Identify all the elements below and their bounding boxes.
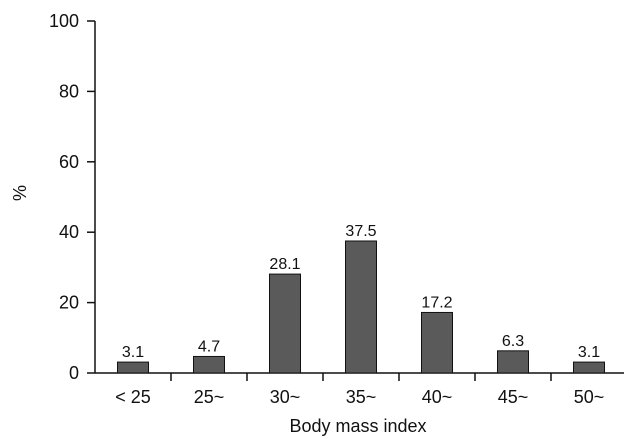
bar bbox=[421, 311, 453, 374]
x-axis-title: Body mass index bbox=[289, 416, 426, 436]
bar bbox=[269, 273, 301, 374]
x-tick-label: 45~ bbox=[498, 387, 529, 407]
x-tick-label: < 25 bbox=[115, 387, 151, 407]
y-axis: 0 20 40 60 80 100 bbox=[49, 11, 96, 383]
y-tick-label: 20 bbox=[59, 293, 79, 313]
bar-value-label: 4.7 bbox=[198, 338, 220, 355]
y-tick-label: 40 bbox=[59, 222, 79, 242]
y-tick-label: 100 bbox=[49, 11, 79, 31]
bar bbox=[497, 350, 529, 374]
x-tick-label: 30~ bbox=[270, 387, 301, 407]
bar-value-label: 28.1 bbox=[269, 256, 300, 273]
y-tick-label: 80 bbox=[59, 81, 79, 101]
bar bbox=[345, 240, 377, 374]
bar-value-label: 6.3 bbox=[502, 333, 524, 350]
bar-value-label: 37.5 bbox=[345, 223, 376, 240]
bar-value-label: 17.2 bbox=[421, 294, 452, 311]
y-tick-label: 0 bbox=[69, 363, 79, 383]
bar-value-label: 3.1 bbox=[122, 344, 144, 361]
x-tick-label: 25~ bbox=[194, 387, 225, 407]
x-axis: < 25 25~ 30~ 35~ 40~ 45~ 50~ bbox=[95, 372, 624, 407]
x-tick-label: 50~ bbox=[574, 387, 605, 407]
bars bbox=[117, 240, 605, 374]
bar bbox=[117, 361, 149, 374]
bar bbox=[193, 355, 225, 374]
x-tick-label: 35~ bbox=[346, 387, 377, 407]
data-labels: 3.1 4.7 28.1 37.5 17.2 6.3 3.1 bbox=[122, 223, 600, 361]
y-axis-title: % bbox=[10, 185, 30, 201]
bar-value-label: 3.1 bbox=[578, 344, 600, 361]
bar bbox=[573, 361, 605, 374]
x-tick-label: 40~ bbox=[422, 387, 453, 407]
y-tick-label: 60 bbox=[59, 152, 79, 172]
